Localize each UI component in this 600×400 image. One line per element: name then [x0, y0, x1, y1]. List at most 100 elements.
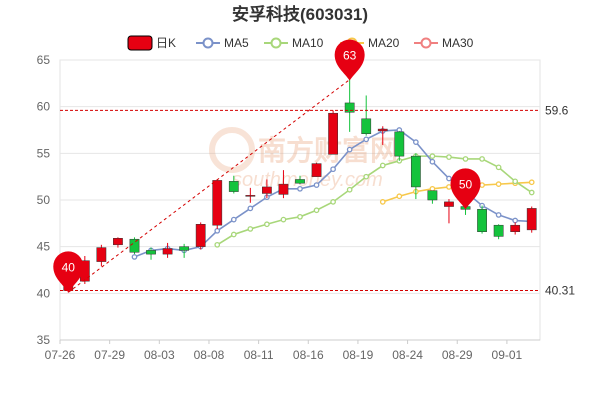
ma5-point — [313, 182, 320, 188]
legend-label: 日K — [156, 36, 176, 50]
candle-body — [444, 201, 454, 207]
ma10-point — [429, 153, 436, 159]
ma10-point — [330, 199, 336, 205]
ma5-point — [247, 205, 254, 212]
x-tick-label: 08-11 — [244, 348, 274, 362]
moving-averages — [131, 127, 535, 260]
candle — [146, 247, 156, 260]
trend-line — [67, 79, 350, 293]
ma5-point — [429, 158, 436, 165]
candle — [510, 222, 521, 235]
ma10-point — [247, 226, 254, 232]
ma20-point — [446, 184, 452, 190]
last-pin: 50 — [450, 168, 481, 210]
legend-marker-ma30 — [420, 37, 432, 49]
chart-title: 安孚科技(603031) — [232, 4, 368, 24]
max-pin-label: 63 — [343, 49, 357, 63]
ma10-point — [214, 241, 221, 248]
candle-body — [410, 155, 421, 188]
candle-body — [311, 163, 322, 177]
ma10-point — [297, 213, 303, 220]
candle — [410, 153, 421, 200]
x-tick-label: 08-08 — [194, 348, 225, 362]
candle-body — [228, 181, 239, 192]
candle — [162, 242, 173, 258]
ma5-point — [330, 166, 336, 173]
ma10-point — [495, 164, 502, 171]
ma10-point — [363, 173, 370, 180]
x-tick-label: 08-29 — [442, 348, 473, 362]
y-tick-label: 55 — [37, 146, 51, 160]
ma10-point — [479, 156, 485, 162]
x-tick-label: 09-01 — [492, 348, 523, 362]
ma20-point — [479, 182, 485, 188]
candle — [427, 190, 438, 204]
candle — [344, 79, 355, 132]
x-tick-label: 08-24 — [392, 348, 423, 362]
candle — [96, 244, 107, 267]
max-pin-shape — [334, 39, 365, 81]
candle — [262, 179, 272, 199]
candle-body — [96, 247, 107, 262]
candle-body — [212, 180, 223, 226]
candle-body — [129, 238, 140, 253]
candle — [493, 224, 504, 240]
grid: 35 40 45 50 55 60 65 — [37, 53, 541, 347]
watermark-logo-icon — [209, 127, 255, 173]
ma10-point — [280, 216, 287, 223]
ma20-point — [379, 199, 386, 205]
candle-body — [477, 209, 487, 232]
ma5-point — [214, 227, 221, 234]
candle-body — [510, 224, 521, 232]
x-tick-label: 08-03 — [144, 348, 175, 362]
ma10-point — [446, 154, 452, 160]
watermark: 南方财富网 southmoney.com — [209, 127, 398, 191]
ma5-point — [297, 185, 303, 192]
candle-body — [146, 250, 156, 255]
low-line-label: 40.31 — [545, 283, 575, 297]
ma5-point — [131, 254, 138, 260]
watermark-text: 南方财富网 — [258, 134, 398, 166]
candle — [113, 237, 123, 248]
min-pin: 40 — [53, 251, 84, 293]
legend-kline-swatch — [127, 35, 153, 51]
y-tick-label: 45 — [37, 240, 51, 254]
candle-body — [526, 208, 537, 231]
y-tick-label: 50 — [37, 193, 51, 207]
ma10-point — [230, 231, 237, 238]
candle — [361, 95, 372, 136]
ma10-point — [379, 162, 386, 169]
candle-body — [162, 248, 173, 255]
ma10-point — [313, 207, 320, 214]
candle-body — [361, 118, 372, 134]
candle-body — [262, 186, 272, 194]
candle-body — [278, 183, 289, 195]
ma10-point — [346, 186, 353, 193]
legend: 日K MA5 MA10 MA20 MA30 — [127, 35, 474, 51]
candle — [526, 206, 537, 233]
candle — [228, 175, 239, 194]
x-tick-label: 08-19 — [343, 348, 374, 362]
watermark-text: southmoney.com — [232, 169, 383, 191]
ma10-point — [528, 189, 535, 196]
max-pin: 63 — [334, 39, 365, 81]
min-pin-label: 40 — [62, 260, 76, 274]
candle-body — [377, 128, 388, 132]
legend-label: MA10 — [292, 36, 324, 50]
legend-marker-ma10 — [270, 37, 282, 49]
ma5-point — [363, 136, 370, 143]
y-tick-label: 60 — [37, 100, 51, 114]
candle — [212, 179, 223, 229]
ma20-point — [528, 179, 535, 186]
ma5-point — [346, 146, 353, 153]
legend-label: MA20 — [368, 36, 400, 50]
candle — [195, 222, 206, 250]
last-pin-label: 50 — [459, 177, 473, 191]
candle-body — [328, 112, 338, 155]
candles — [63, 79, 537, 293]
candle — [377, 126, 388, 145]
candle — [328, 110, 338, 155]
y-tick-label: 35 — [37, 333, 51, 347]
